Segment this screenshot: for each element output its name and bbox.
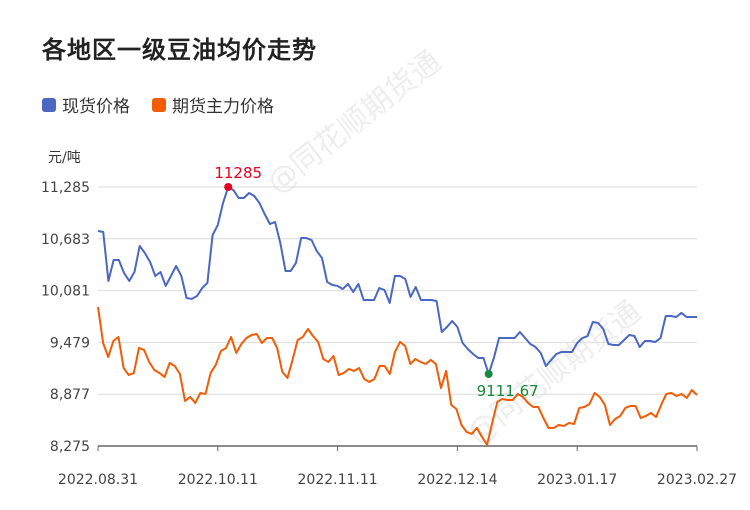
futures-price-line	[97, 306, 698, 446]
x-tick-label: 2022.10.11	[178, 472, 258, 488]
y-tick-label: 8,275	[50, 439, 90, 455]
legend-swatch-spot	[42, 97, 56, 112]
legend-label-spot: 现货价格	[62, 97, 130, 117]
y-axis-unit: 元/吨	[48, 150, 81, 166]
legend-item-futures[interactable]: 期货主力价格	[152, 92, 274, 117]
x-tick-label: 2023.02.27	[657, 472, 737, 488]
legend-item-spot[interactable]: 现货价格	[42, 92, 130, 117]
legend-swatch-futures	[152, 97, 166, 112]
legend-label-futures: 期货主力价格	[172, 97, 274, 117]
min-point-label: 9111.67	[477, 382, 539, 400]
x-tick-label: 2022.12.14	[417, 472, 497, 488]
max-point-label: 11285	[214, 164, 262, 182]
spot-price-line	[97, 186, 697, 376]
chart-title: 各地区一级豆油均价走势	[42, 36, 317, 64]
legend: 现货价格 期货主力价格	[42, 92, 274, 117]
max-point-marker	[224, 183, 233, 191]
min-point-marker	[484, 370, 493, 379]
y-tick-label: 10,081	[41, 284, 90, 300]
y-tick-label: 10,683	[41, 232, 90, 248]
x-tick-label: 2022.11.11	[298, 472, 378, 488]
y-tick-label: 9,479	[50, 335, 90, 351]
x-tick-label: 2022.08.31	[58, 472, 138, 488]
y-tick-label: 11,285	[41, 180, 90, 196]
watermark: @同花顺期货通	[261, 44, 448, 201]
x-tick-label: 2023.01.17	[537, 472, 617, 488]
y-tick-label: 8,877	[50, 387, 90, 403]
